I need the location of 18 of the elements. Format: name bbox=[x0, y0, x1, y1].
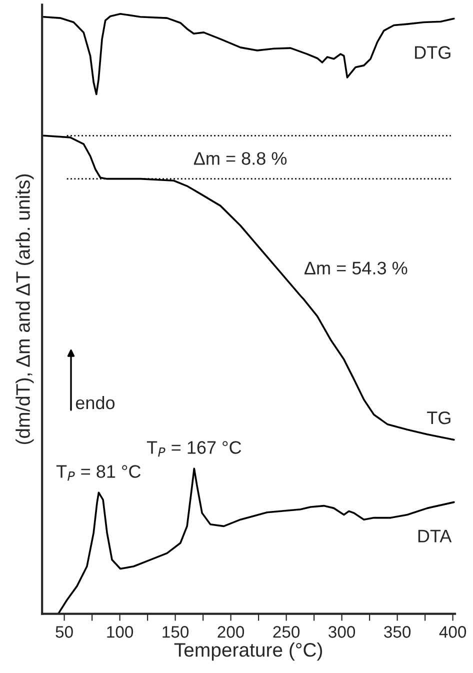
annotation: T$_{P}$ = 167 °C bbox=[146, 441, 242, 457]
x-tick-label: 400 bbox=[439, 626, 466, 638]
annotation: T$_{P}$ = 81 °C bbox=[56, 465, 141, 481]
x-tick-label: 200 bbox=[218, 626, 244, 638]
series-label: DTG bbox=[415, 46, 450, 59]
annotation: Δm = 54.3 % bbox=[304, 262, 408, 274]
series-label: TG bbox=[427, 411, 450, 424]
series-label: DTA bbox=[418, 530, 452, 542]
annotation: Δm = 8.8 % bbox=[194, 152, 287, 165]
y-axis-title: (dm/dT), Δm and ΔT (arb. units) bbox=[16, 174, 34, 444]
x-tick-label: 350 bbox=[384, 626, 411, 638]
x-tick-label: 50 bbox=[56, 626, 73, 638]
x-tick-label: 100 bbox=[107, 626, 134, 638]
x-tick-label: 150 bbox=[162, 626, 189, 638]
x-tick-label: 300 bbox=[328, 626, 356, 638]
annotation: endo bbox=[76, 396, 115, 410]
x-axis-title: Temperature (°C) bbox=[174, 642, 322, 661]
x-tick-label: 250 bbox=[273, 626, 300, 638]
